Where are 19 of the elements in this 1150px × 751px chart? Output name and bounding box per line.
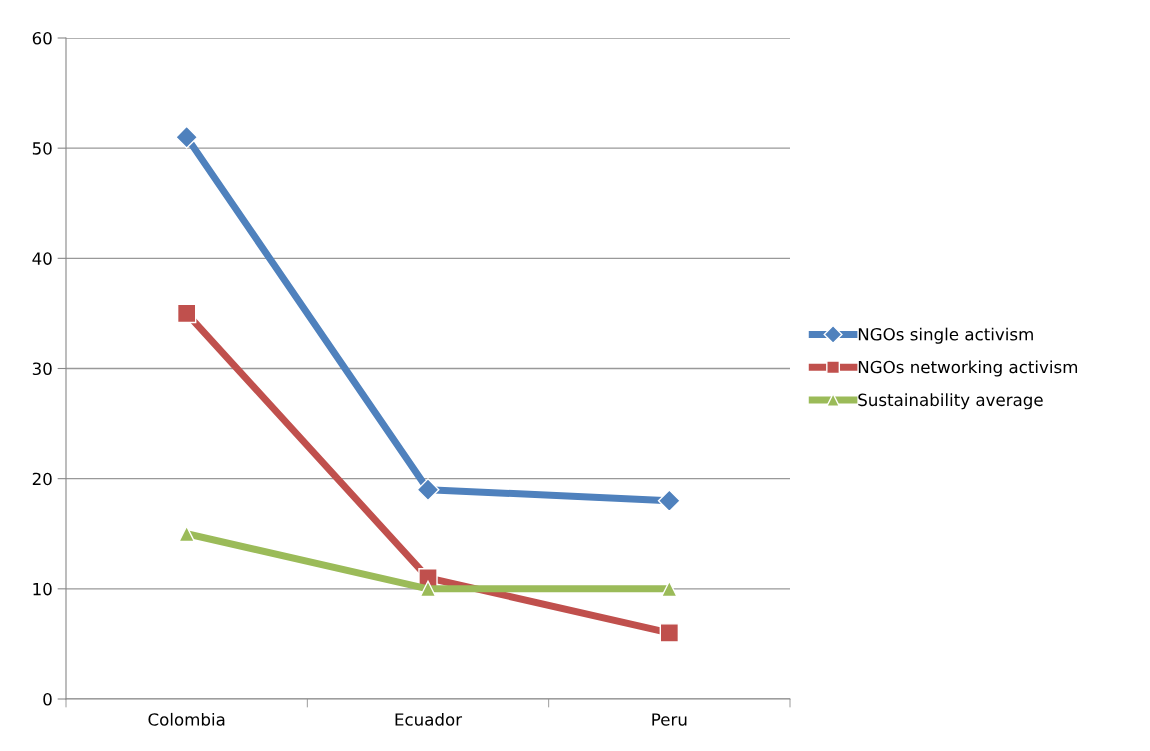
y-tick-label: 60 (32, 31, 52, 45)
y-tick-label: 40 (32, 252, 52, 265)
y-tick-label: 50 (32, 142, 52, 155)
legend-label: NGOs single activism (858, 327, 1033, 344)
point (657, 489, 681, 513)
legend-label: NGOs networking activism (858, 360, 1078, 377)
point (659, 623, 680, 643)
x-tick-label: Colombia (148, 712, 225, 726)
x-tick-label: Ecuador (395, 712, 463, 726)
y-tick-label: 10 (33, 582, 52, 596)
y-tick-label: 30 (32, 362, 52, 376)
x-tick-label: Peru (652, 713, 687, 726)
y-tick-label: 20 (32, 472, 52, 486)
point (419, 580, 437, 598)
point (175, 125, 199, 149)
legend-label: Sustainability average (858, 393, 1043, 410)
y-tick-label: 0 (43, 692, 52, 706)
point (176, 303, 197, 324)
point (416, 478, 440, 502)
